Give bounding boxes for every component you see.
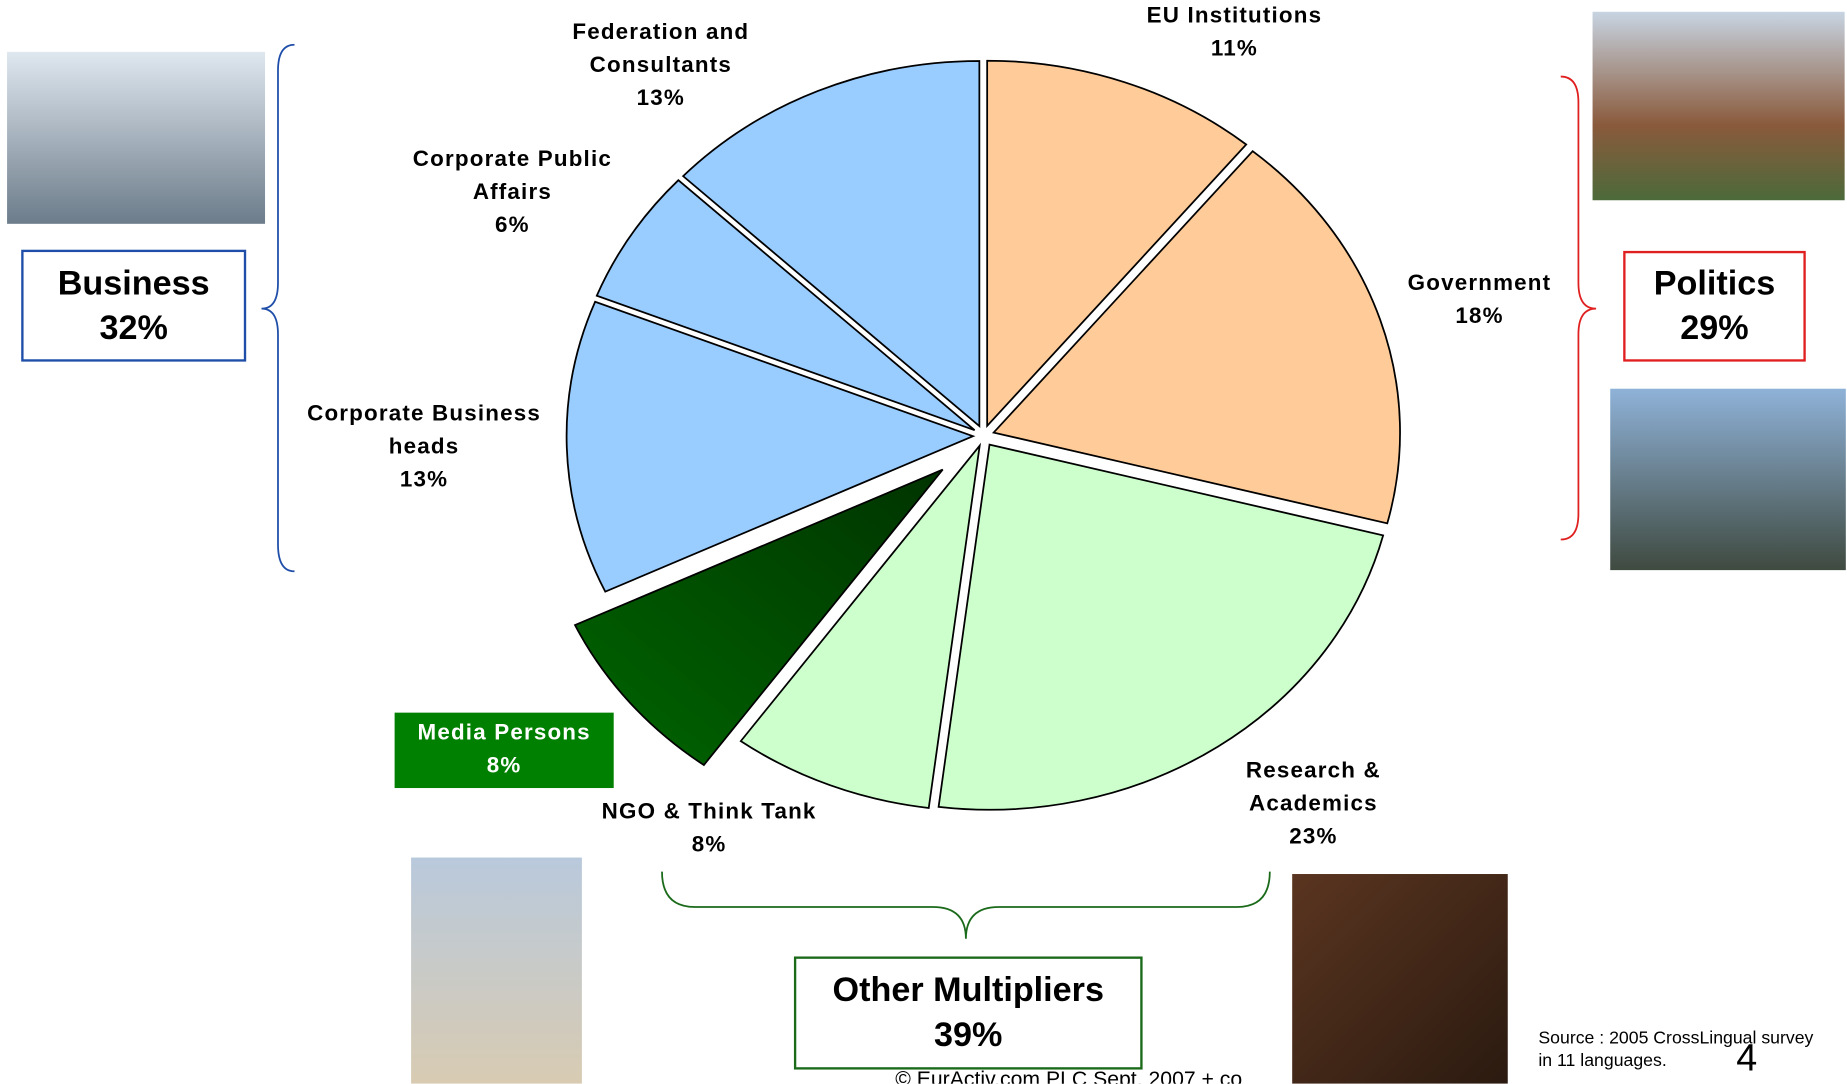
group-name: Business (24, 261, 244, 306)
category-name: Government (1362, 267, 1598, 300)
photo-business (7, 52, 265, 224)
group-name: Politics (1626, 262, 1804, 307)
value-label: 8% (395, 750, 614, 783)
category-name: Media Persons (395, 717, 614, 750)
group-value: 32% (24, 306, 244, 351)
category-name: NGO & Think Tank (574, 796, 845, 829)
value-label: 13% (277, 464, 571, 497)
value-label: 11% (1105, 33, 1364, 66)
chart (0, 0, 1847, 1084)
value-label: 13% (552, 82, 770, 115)
copyright: © EurActiv.com PLC Sept. 2007 + co (895, 1067, 1242, 1083)
value-label: 23% (1225, 821, 1402, 854)
group-name: Other Multipliers (796, 968, 1140, 1013)
photo-academic (1292, 874, 1508, 1084)
group-box: Business 32% (21, 250, 246, 362)
category-name: Corporate Business heads (277, 398, 571, 464)
photo-commission (1593, 12, 1845, 200)
group-box: Politics 29% (1623, 251, 1806, 362)
multipliers-brace (662, 872, 1270, 939)
value-label: 8% (574, 829, 845, 862)
group-value: 39% (796, 1013, 1140, 1058)
category-name: Research & Academics (1225, 755, 1402, 821)
category-name: EU Institutions (1105, 0, 1364, 33)
photo-parliament (1610, 389, 1846, 570)
slide: EU Institutions11% Government18% Research … (0, 0, 1847, 1084)
category-name: Corporate Public Affairs (389, 144, 636, 210)
page: EU Institutions11% Government18% Research … (0, 0, 1847, 1084)
value-label: 6% (389, 210, 636, 243)
page-number: 4 (1736, 1037, 1757, 1081)
category-name: Federation and Consultants (552, 16, 770, 82)
group-value: 29% (1626, 306, 1804, 351)
group-box: Other Multipliers 39% (794, 956, 1143, 1069)
source-note: Source : 2005 CrossLingual survey in 11 … (1538, 1027, 1821, 1072)
value-label: 18% (1362, 300, 1598, 333)
photo-media (411, 858, 582, 1084)
pie (567, 61, 1400, 810)
